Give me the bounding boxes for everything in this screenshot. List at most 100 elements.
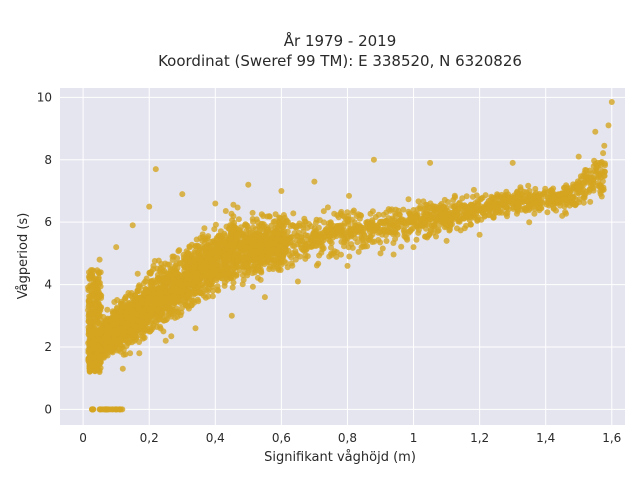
data-point	[258, 211, 265, 218]
data-point	[109, 310, 116, 316]
data-point	[186, 243, 193, 250]
data-point	[249, 216, 256, 222]
data-point	[127, 350, 134, 357]
data-point	[181, 257, 188, 264]
data-point	[525, 191, 532, 198]
data-point	[266, 266, 273, 273]
data-point	[586, 186, 593, 193]
data-point	[425, 232, 432, 239]
data-point	[596, 183, 603, 190]
data-point	[467, 221, 474, 228]
data-point	[89, 406, 96, 413]
data-point	[582, 167, 589, 173]
data-point	[300, 222, 307, 229]
data-point	[523, 196, 529, 203]
data-point	[242, 244, 249, 251]
data-point	[282, 248, 289, 254]
data-point	[435, 227, 442, 234]
data-point	[281, 214, 288, 221]
data-point	[474, 217, 481, 224]
data-point	[466, 207, 473, 214]
data-point	[410, 244, 417, 251]
data-point	[385, 206, 392, 213]
data-point	[249, 209, 256, 216]
data-point	[104, 306, 111, 313]
data-point	[420, 198, 427, 205]
data-point	[325, 220, 332, 227]
data-point	[169, 308, 176, 315]
data-point	[150, 290, 157, 297]
data-point	[243, 227, 250, 234]
data-point	[152, 166, 159, 173]
data-point	[383, 238, 390, 244]
data-point	[379, 245, 386, 252]
data-point	[146, 294, 153, 301]
data-point	[146, 269, 153, 276]
data-point	[155, 277, 162, 284]
data-point	[576, 184, 582, 191]
data-point	[144, 325, 151, 332]
data-point	[174, 308, 181, 315]
data-point	[415, 218, 422, 225]
data-point	[440, 203, 447, 210]
x-tick-label: 1,4	[536, 431, 555, 445]
data-point	[261, 294, 268, 301]
data-point	[452, 194, 458, 201]
data-point	[365, 235, 372, 242]
data-point	[203, 279, 210, 286]
data-point	[237, 240, 244, 247]
data-point	[213, 255, 220, 261]
data-point	[192, 243, 199, 250]
data-point	[96, 369, 103, 375]
data-point	[580, 199, 587, 206]
data-point	[390, 251, 397, 258]
data-point	[113, 244, 120, 251]
data-point	[92, 316, 99, 323]
data-point	[578, 176, 584, 183]
data-point	[162, 337, 169, 344]
data-point	[242, 221, 249, 228]
data-point	[95, 293, 102, 300]
data-point	[225, 234, 232, 241]
data-point	[514, 200, 521, 207]
data-point	[292, 248, 299, 255]
data-point	[515, 191, 522, 198]
data-point	[214, 283, 221, 290]
data-point	[98, 317, 105, 324]
data-point	[241, 269, 248, 276]
data-point	[355, 248, 362, 255]
data-point	[267, 238, 274, 245]
data-point	[128, 339, 135, 346]
data-point	[592, 128, 599, 135]
data-point	[433, 210, 439, 217]
data-point	[380, 211, 387, 218]
data-point	[533, 200, 539, 207]
data-point	[110, 321, 117, 328]
x-tick-label: 1,6	[602, 431, 621, 445]
data-point	[302, 252, 309, 259]
data-point	[282, 234, 289, 241]
data-point	[209, 283, 216, 290]
data-point	[349, 216, 355, 223]
data-point	[504, 204, 511, 211]
data-point	[369, 239, 376, 245]
data-point	[526, 205, 533, 212]
data-point	[161, 295, 168, 302]
data-point	[226, 249, 233, 256]
data-point	[280, 219, 287, 226]
x-axis-ticks: 0 0,2 0,4 0,6 0,8 1 1,2 1,4 1,6	[79, 431, 621, 445]
data-point	[250, 224, 257, 231]
data-point	[163, 312, 170, 319]
data-point	[245, 181, 252, 188]
data-point	[120, 303, 127, 310]
x-tick-label: 1	[410, 431, 418, 445]
data-point	[97, 355, 104, 362]
data-point	[288, 234, 295, 240]
data-point	[557, 202, 564, 209]
data-point	[113, 406, 120, 413]
data-point	[525, 182, 532, 189]
data-point	[330, 231, 337, 238]
data-point	[417, 203, 424, 210]
data-point	[563, 201, 570, 208]
data-point	[587, 198, 594, 205]
